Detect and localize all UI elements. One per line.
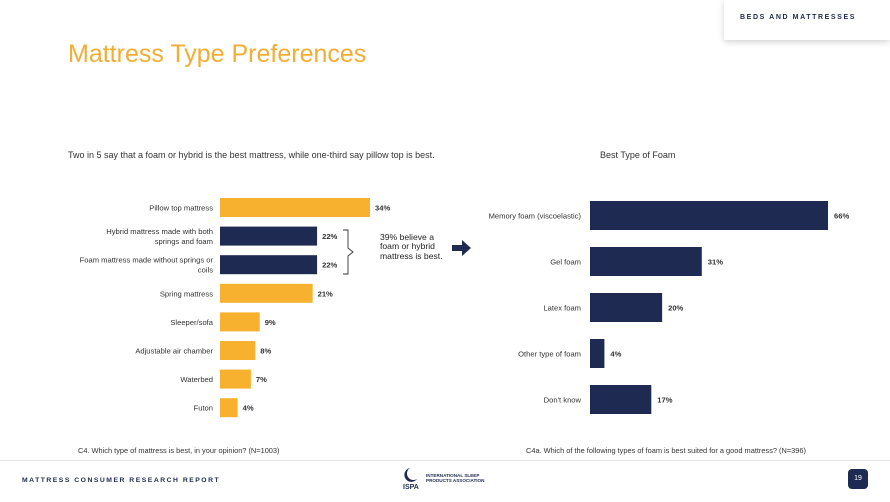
right-chart-subtitle: Best Type of Foam bbox=[600, 150, 676, 160]
value-label: 4% bbox=[610, 350, 621, 359]
value-label: 34% bbox=[375, 204, 390, 213]
value-label: 22% bbox=[322, 232, 337, 241]
bar-7 bbox=[220, 369, 251, 389]
value-label: 20% bbox=[668, 304, 683, 313]
category-label: Other type of foam bbox=[518, 350, 581, 359]
left-chart-subtitle: Two in 5 say that a foam or hybrid is th… bbox=[68, 150, 435, 160]
bar-2 bbox=[220, 226, 318, 246]
category-label: Gel foam bbox=[550, 258, 581, 267]
bar-4 bbox=[590, 339, 605, 368]
bar-1 bbox=[590, 201, 828, 230]
section-tab: BEDS AND MATTRESSES bbox=[724, 0, 890, 40]
foam-type-chart: Memory foam (viscoelastic) 66% Gel foam 31%… bbox=[489, 201, 849, 414]
category-label: Don't know bbox=[544, 396, 582, 405]
category-label: Sleeper/sofa bbox=[170, 318, 213, 327]
category-label: Foam mattress made without springs or coi… bbox=[80, 256, 214, 275]
section-tab-label: BEDS AND MATTRESSES bbox=[740, 14, 856, 21]
bar-1 bbox=[220, 198, 370, 217]
value-label: 31% bbox=[708, 258, 723, 267]
bracket-icon bbox=[343, 229, 354, 275]
bar-3 bbox=[590, 293, 663, 322]
category-label: Hybrid mattress made with both springs an… bbox=[106, 227, 213, 246]
bar-4 bbox=[220, 283, 313, 303]
value-label: 21% bbox=[318, 289, 333, 298]
callout-text: 39% believe a foam or hybrid mattress is… bbox=[380, 232, 443, 261]
category-label: Adjustable air chamber bbox=[135, 347, 213, 356]
bar-6 bbox=[220, 341, 256, 360]
category-label: Waterbed bbox=[180, 375, 213, 384]
value-label: 4% bbox=[243, 404, 254, 413]
value-label: 17% bbox=[657, 396, 672, 405]
category-label: Pillow top mattress bbox=[149, 204, 213, 213]
ispa-logo: ISPA INTERNATIONAL SLEEP PRODUCTS ASSOCI… bbox=[400, 466, 510, 494]
category-label: Futon bbox=[194, 404, 213, 413]
category-label: Latex foam bbox=[543, 304, 581, 313]
bar-2 bbox=[590, 247, 702, 276]
logo-name: INTERNATIONAL SLEEP PRODUCTS ASSOCIATION bbox=[426, 473, 485, 484]
moon-logo-icon bbox=[404, 468, 417, 482]
bar-8 bbox=[220, 398, 238, 418]
bar-3 bbox=[220, 255, 318, 275]
bar-5 bbox=[590, 385, 652, 414]
mattress-type-chart: Pillow top mattress 34% Hybrid mattress ma… bbox=[80, 198, 390, 418]
logo-abbreviation: ISPA bbox=[403, 484, 419, 491]
value-label: 8% bbox=[260, 347, 271, 356]
right-arrow-icon bbox=[452, 240, 471, 256]
right-chart-footnote: C4a. Which of the following types of foa… bbox=[526, 446, 806, 455]
value-label: 9% bbox=[265, 318, 276, 327]
footer bbox=[0, 460, 890, 502]
category-label: Memory foam (viscoelastic) bbox=[489, 212, 582, 221]
page-number: 19 bbox=[848, 469, 868, 489]
value-label: 22% bbox=[322, 261, 337, 270]
report-name: MATTRESS CONSUMER RESEARCH REPORT bbox=[22, 477, 221, 484]
value-label: 7% bbox=[256, 375, 267, 384]
left-chart-footnote: C4. Which type of mattress is best, in y… bbox=[78, 446, 280, 455]
category-label: Spring mattress bbox=[160, 289, 213, 298]
value-label: 66% bbox=[834, 212, 849, 221]
bar-5 bbox=[220, 312, 260, 332]
page-title: Mattress Type Preferences bbox=[68, 40, 367, 68]
